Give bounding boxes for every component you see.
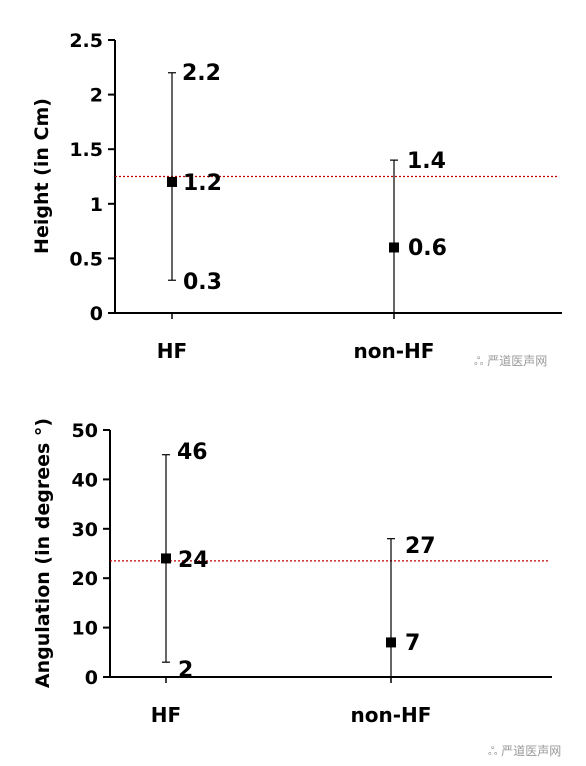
- chart-1-upper-label: 1.4: [407, 149, 446, 174]
- chart-1-data-point: [167, 176, 177, 187]
- wechat-icon: ஃ: [488, 744, 498, 758]
- chart-1-y-tick-label: 1.5: [69, 139, 103, 161]
- chart-2-data-point: [161, 553, 171, 564]
- watermark-bottom: ஃ 严道医声网: [488, 742, 561, 760]
- watermark-text: 严道医声网: [487, 354, 548, 368]
- chart-2-upper-label: 27: [405, 534, 436, 559]
- chart-1-upper-label: 2.2: [182, 61, 221, 86]
- chart-1-y-tick-label: 0: [90, 303, 103, 325]
- chart-2-lower-label: 2: [178, 658, 193, 683]
- chart-1-y-tick-label: 1: [90, 194, 103, 216]
- chart-2-y-tick-label: 50: [72, 420, 98, 442]
- chart-2-y-tick-label: 10: [72, 618, 98, 640]
- chart-1-y-tick-label: 2.5: [69, 30, 103, 52]
- watermark-top: ஃ 严道医声网: [474, 352, 547, 370]
- watermark-text: 严道医声网: [501, 744, 562, 758]
- chart-1-category-label: non-HF: [354, 339, 435, 363]
- chart-2-y-tick-label: 0: [85, 667, 98, 689]
- chart-2-category-label: HF: [151, 703, 181, 727]
- chart-2-category-label: non-HF: [351, 703, 432, 727]
- chart-1-category-label: HF: [157, 339, 187, 363]
- chart-2-y-tick-label: 40: [72, 469, 98, 491]
- chart-1-value-label: 0.6: [408, 236, 447, 261]
- chart-2-data-point: [386, 637, 396, 648]
- chart-2-y-tick-label: 20: [72, 568, 98, 590]
- chart-2-y-tick-label: 30: [72, 519, 98, 541]
- chart-2-y-axis-label: Angulation (in degrees °): [32, 418, 54, 688]
- chart-1-y-tick-label: 2: [90, 85, 103, 107]
- chart-1-y-tick-label: 0.5: [69, 248, 103, 270]
- chart-1-data-point: [389, 242, 399, 253]
- chart-1-lower-label: 0.3: [183, 270, 222, 295]
- chart-1-value-label: 1.2: [183, 171, 222, 196]
- chart-2-value-label: 24: [178, 548, 209, 573]
- chart-2-value-label: 7: [405, 631, 420, 656]
- chart-1-y-axis-label: Height (in Cm): [31, 98, 53, 254]
- wechat-icon: ஃ: [474, 354, 484, 368]
- chart-2-upper-label: 46: [177, 440, 208, 465]
